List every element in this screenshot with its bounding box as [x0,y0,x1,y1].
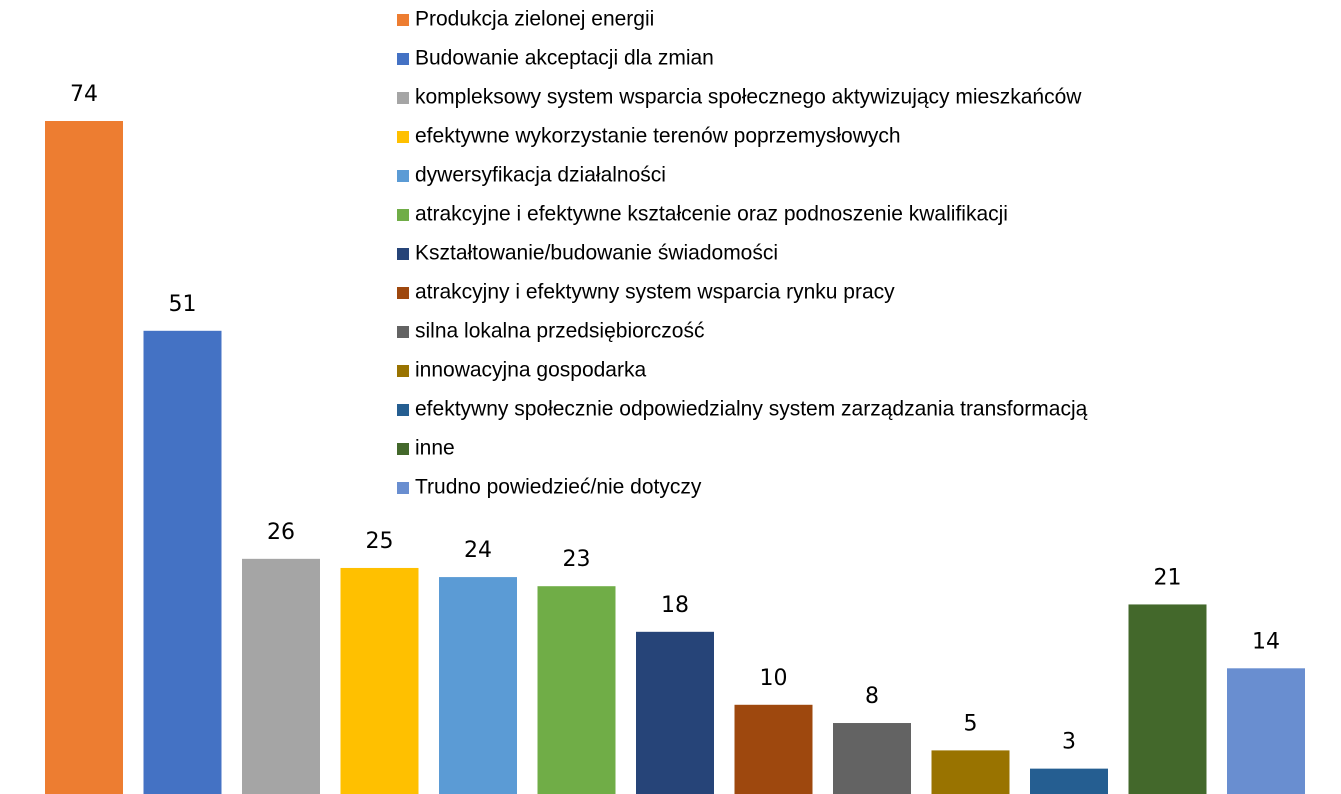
legend-swatch [397,326,409,338]
legend-label: efektywne wykorzystanie terenów poprzemy… [415,125,901,148]
legend-swatch [397,248,409,260]
legend-label: silna lokalna przedsiębiorczość [415,320,704,343]
bar [537,586,616,794]
legend-swatch [397,404,409,416]
value-label: 14 [1252,629,1280,654]
bar [1128,604,1207,794]
legend-swatch [397,92,409,104]
bar [242,558,320,794]
bar [636,631,714,794]
legend-label: Kształtowanie/budowanie świadomości [415,242,778,265]
value-label: 24 [464,538,492,563]
bar [439,577,517,794]
bar [1227,668,1305,794]
value-label: 26 [267,520,295,545]
legend-swatch [397,209,409,221]
legend-label: innowacyjna gospodarka [415,359,646,382]
legend-label: atrakcyjny i efektywny system wsparcia r… [415,281,895,304]
value-label: 3 [1062,730,1076,755]
bar [833,723,911,794]
legend-swatch [397,170,409,182]
bar [734,704,813,794]
bar [1030,768,1108,794]
legend-label: inne [415,437,455,460]
bar [45,121,123,794]
value-label: 8 [865,684,879,709]
legend-swatch [397,443,409,455]
legend-label: efektywny społecznie odpowiedzialny syst… [415,398,1088,421]
legend-label: atrakcyjne i efektywne kształcenie oraz … [415,203,1008,226]
legend-swatch [397,131,409,143]
value-label: 51 [169,292,197,317]
legend-label: dywersyfikacja działalności [415,164,666,187]
bar [931,750,1010,794]
legend-swatch [397,14,409,26]
bar [143,330,222,794]
value-label: 21 [1154,565,1182,590]
legend-label: Trudno powiedzieć/nie dotyczy [415,476,702,499]
value-label: 5 [964,711,978,736]
legend-swatch [397,482,409,494]
legend-label: Produkcja zielonej energii [415,8,654,31]
legend-label: Budowanie akceptacji dla zmian [415,47,714,70]
legend-swatch [397,287,409,299]
bar [340,567,419,794]
legend-swatch [397,53,409,65]
value-label: 10 [760,666,788,691]
legend-swatch [397,365,409,377]
value-label: 74 [70,82,98,107]
value-label: 25 [366,529,394,554]
value-label: 18 [661,593,689,618]
legend-label: kompleksowy system wsparcia społecznego … [415,86,1082,109]
value-label: 23 [563,547,591,572]
